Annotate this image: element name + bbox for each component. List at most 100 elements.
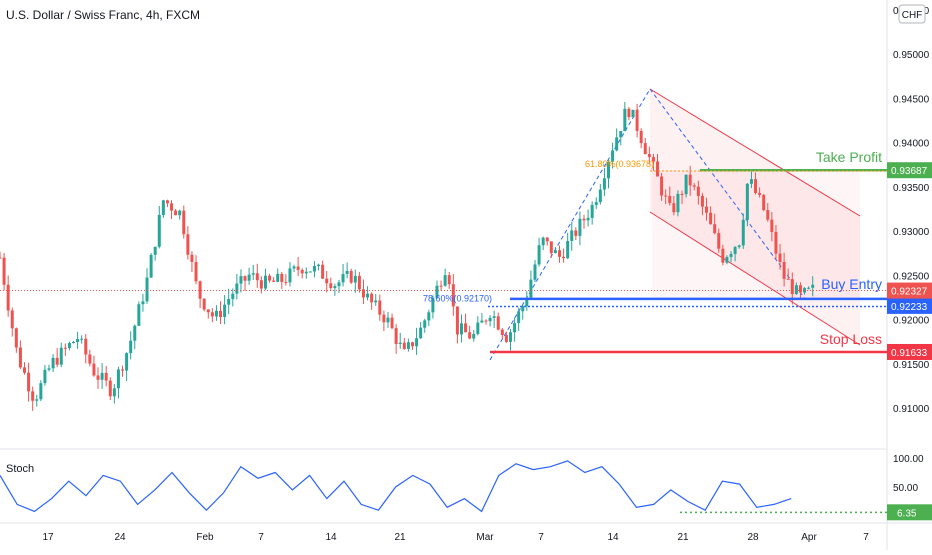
candle-body <box>145 277 149 302</box>
time-tick-label: Mar <box>476 532 494 543</box>
candle-body <box>337 282 341 287</box>
price-tick-label: 0.91000 <box>893 404 930 415</box>
chart-title: U.S. Dollar / Swiss Franc, 4h, FXCM <box>6 8 200 22</box>
candle-body <box>423 320 427 328</box>
candle-body <box>18 347 22 368</box>
current-price-tag <box>887 282 932 299</box>
candle-body <box>206 309 210 313</box>
stoch-tick-label: 100.00 <box>893 454 924 465</box>
candle-body <box>47 368 51 370</box>
candle-body <box>370 293 374 303</box>
candle-body <box>651 157 655 162</box>
candle-body <box>194 262 198 282</box>
time-tick-label: 7 <box>258 532 264 543</box>
fib-leg-2 <box>649 88 806 300</box>
stoch-line <box>0 460 792 513</box>
candle-body <box>259 280 263 289</box>
candle-body <box>186 234 190 255</box>
candle-body <box>268 275 272 281</box>
candle-body <box>623 108 627 132</box>
candle-body <box>594 202 598 205</box>
candle-body <box>798 285 802 293</box>
candle-body <box>725 256 729 263</box>
candle-body <box>541 237 545 246</box>
take-profit-tag <box>887 162 932 179</box>
candle-body <box>754 179 758 193</box>
stoch-label: Stoch <box>6 463 34 475</box>
candle-body <box>664 195 668 197</box>
candle-body <box>292 266 296 269</box>
candle-body <box>582 218 586 221</box>
candle-body <box>251 273 255 275</box>
candle-body <box>72 341 76 343</box>
candle-body <box>129 340 133 354</box>
candle-body <box>549 241 553 254</box>
buy-entry-tag-text: 0.92233 <box>891 302 928 313</box>
candle-body <box>88 354 92 364</box>
candle-body <box>713 224 717 234</box>
time-tick-label: 7 <box>538 532 544 543</box>
candle-body <box>345 270 349 275</box>
candle-body <box>329 283 333 289</box>
candle-body <box>431 297 435 313</box>
candle-body <box>198 281 202 299</box>
time-axis: 17 24 Feb 7 14 21 Mar 7 14 21 28 Apr 7 <box>42 532 869 543</box>
price-tick-label: 0.91500 <box>893 360 930 371</box>
candle-body <box>31 391 35 401</box>
currency-badge[interactable] <box>898 4 926 24</box>
candle-body <box>219 310 223 318</box>
candle-body <box>758 192 762 195</box>
candle-body <box>125 353 129 371</box>
candle-body <box>700 195 704 207</box>
candle-body <box>496 316 500 330</box>
candle-body <box>137 304 141 326</box>
candle-body <box>374 300 378 303</box>
fib-786-label: 78.60%(0.92170) <box>423 293 492 303</box>
candle-body <box>161 200 165 215</box>
candle-body <box>284 281 288 283</box>
candle-body <box>676 193 680 213</box>
candle-body <box>325 278 329 284</box>
candle-body <box>778 253 782 262</box>
candle-body <box>660 176 664 196</box>
take-profit-label: Take Profit <box>816 149 882 165</box>
candle-body <box>794 285 798 295</box>
candle-body <box>80 338 84 340</box>
candle-body <box>100 372 104 380</box>
candle-body <box>807 287 811 289</box>
candle-body <box>545 237 549 242</box>
candle-body <box>116 369 120 389</box>
current-price-tag-text: 0.92327 <box>891 287 928 298</box>
candle-body <box>770 219 774 232</box>
candle-body <box>553 250 557 254</box>
candle-body <box>84 338 88 355</box>
candle-body <box>272 280 276 282</box>
candle-body <box>533 264 537 280</box>
candle-body <box>635 109 639 131</box>
time-tick-label: 21 <box>394 532 406 543</box>
candle-body <box>55 357 59 365</box>
candle-body <box>447 275 451 285</box>
candle-body <box>570 230 574 241</box>
candle-body <box>296 266 300 270</box>
candle-body <box>378 300 382 315</box>
candle-body <box>14 328 18 348</box>
candle-body <box>766 210 770 220</box>
time-tick-label: 21 <box>677 532 689 543</box>
candle-body <box>619 131 623 138</box>
candle-body <box>133 325 137 341</box>
candle-body <box>10 310 14 329</box>
candle-body <box>63 347 67 349</box>
price-tick-label: 0.93500 <box>893 183 930 194</box>
candle-body <box>165 200 169 204</box>
stoch-current-tag-text: 6.35 <box>897 508 917 519</box>
candle-body <box>223 304 227 318</box>
price-tick-label: 0.92500 <box>893 271 930 282</box>
candle-body <box>537 245 541 265</box>
time-tick-label: 14 <box>325 532 337 543</box>
candle-body <box>476 322 480 334</box>
candle-body <box>92 363 96 376</box>
candle-body <box>386 317 390 323</box>
